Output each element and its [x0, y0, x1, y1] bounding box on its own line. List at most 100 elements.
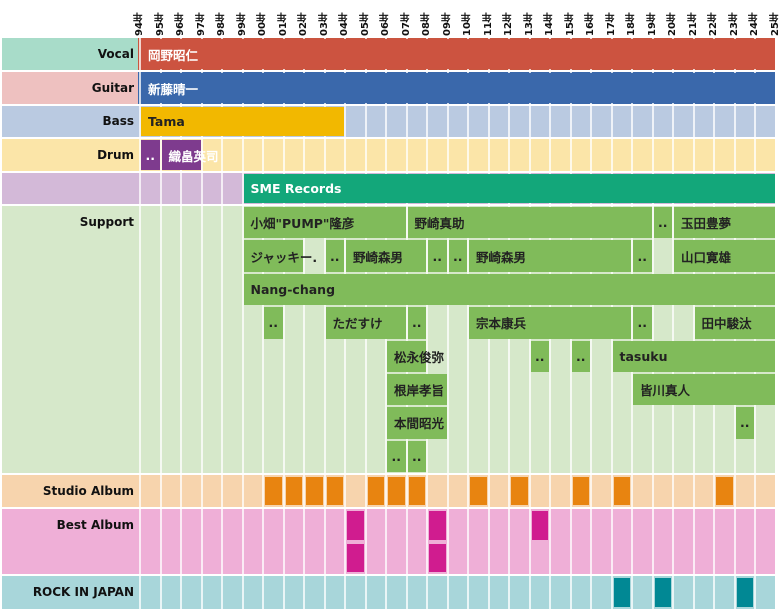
grid-line — [549, 576, 551, 609]
grid-line — [713, 206, 715, 473]
grid-line — [610, 139, 613, 171]
row-track-drum — [138, 139, 775, 171]
grid-line — [180, 576, 182, 609]
grid-line — [303, 576, 305, 609]
grid-line — [323, 475, 326, 507]
grid-line — [344, 106, 346, 137]
timeline-bar: Tama — [141, 107, 344, 136]
grid-line — [426, 475, 428, 507]
grid-line — [385, 475, 387, 507]
grid-line — [590, 139, 592, 171]
year-label: 94年 — [134, 12, 145, 36]
grid-line — [733, 139, 736, 171]
grid-line — [631, 139, 633, 171]
grid-line — [446, 139, 449, 171]
grid-line — [446, 206, 449, 473]
grid-line — [487, 139, 490, 171]
timeline-bar: ジャッキー. — [243, 240, 317, 272]
row-label-support: Support — [2, 206, 138, 473]
timeline-bar: 松永俊弥 — [387, 340, 444, 372]
grid-line — [221, 173, 223, 204]
grid-line — [774, 38, 777, 70]
grid-line — [139, 509, 141, 574]
grid-line — [467, 206, 469, 473]
grid-line — [180, 509, 182, 574]
grid-line — [631, 475, 633, 507]
event-marker — [367, 477, 384, 505]
timeline-bar: .. — [448, 240, 467, 272]
grid-line — [467, 509, 469, 574]
row-track-best-album — [138, 509, 775, 574]
year-label: 98年 — [216, 12, 227, 36]
grid-line — [590, 206, 592, 473]
grid-line — [364, 475, 367, 507]
event-marker — [265, 477, 282, 505]
grid-line — [508, 106, 510, 137]
grid-line — [610, 106, 613, 137]
year-label: 01年 — [277, 12, 289, 36]
grid-line — [200, 206, 203, 473]
timeline-bar: .. — [407, 307, 426, 339]
event-marker — [326, 477, 343, 505]
event-marker — [613, 477, 630, 505]
timeline-bar: .. — [633, 240, 652, 272]
grid-line — [610, 576, 613, 609]
event-marker — [429, 511, 446, 540]
grid-line — [672, 139, 674, 171]
grid-line — [692, 475, 695, 507]
grid-line — [282, 509, 285, 574]
timeline-bar: 皆川真人 — [633, 373, 775, 406]
grid-line — [528, 475, 531, 507]
grid-line — [610, 509, 613, 574]
grid-line — [774, 173, 777, 204]
grid-line — [487, 206, 490, 473]
grid-line — [180, 206, 182, 473]
grid-line — [651, 509, 654, 574]
grid-line — [139, 139, 141, 171]
grid-line — [590, 509, 592, 574]
grid-line — [159, 206, 162, 473]
grid-line — [241, 509, 244, 574]
grid-line — [159, 139, 162, 171]
grid-line — [364, 509, 367, 574]
grid-line — [385, 139, 387, 171]
event-marker — [306, 477, 323, 505]
year-label: 17年 — [605, 12, 617, 36]
row-label-drum: Drum — [2, 139, 138, 171]
grid-line — [549, 139, 551, 171]
grid-line — [672, 475, 674, 507]
year-label: 10年 — [462, 12, 473, 36]
grid-line — [241, 173, 244, 204]
timeline-bar: .. — [264, 307, 283, 339]
timeline-bar: 小畑"PUMP"隆彦 — [243, 207, 406, 239]
grid-line — [672, 576, 674, 609]
timeline-bar: 野崎真助 — [407, 207, 652, 239]
timeline-bar: .. — [428, 240, 447, 272]
event-marker — [613, 578, 630, 607]
grid-line — [139, 72, 141, 104]
grid-line — [200, 139, 203, 171]
timeline-bar: 田中駿汰 — [694, 307, 775, 339]
grid-line — [569, 509, 572, 574]
grid-line — [323, 206, 326, 473]
event-marker — [654, 578, 671, 607]
grid-line — [405, 106, 408, 137]
year-label: 03年 — [318, 12, 330, 36]
timeline-bar: 岡野昭仁 — [141, 39, 775, 69]
grid-line — [221, 576, 223, 609]
event-marker — [470, 477, 487, 505]
grid-line — [303, 475, 305, 507]
grid-line — [262, 509, 264, 574]
grid-line — [774, 72, 777, 104]
grid-line — [528, 206, 531, 473]
timeline-bar: 宗本康兵 — [469, 307, 631, 339]
grid-line — [446, 509, 449, 574]
grid-line — [159, 576, 162, 609]
year-label: 99年 — [236, 12, 248, 36]
grid-line — [446, 576, 449, 609]
row-label-label — [2, 173, 138, 204]
grid-line — [487, 509, 490, 574]
grid-line — [323, 509, 326, 574]
year-label: 11年 — [482, 12, 494, 36]
row-track-studio-album — [138, 475, 775, 507]
